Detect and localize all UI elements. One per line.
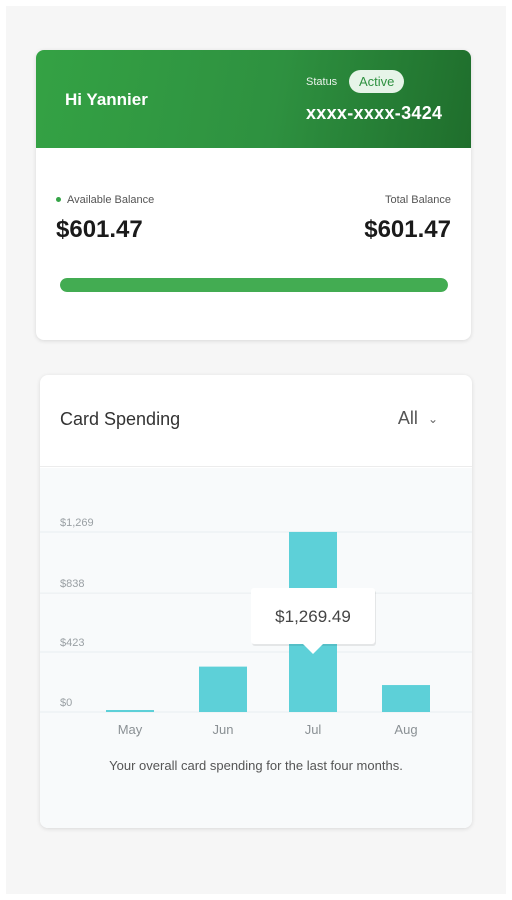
tooltip-value: $1,269.49 [275, 607, 351, 626]
x-tick-label: Jul [305, 722, 322, 737]
spending-title: Card Spending [60, 409, 181, 429]
chart-tooltip: $1,269.49 [251, 588, 376, 654]
spending-bar-chart: $0 $423 $838 $1,269 May Jun Jul Aug $1,269.49 [40, 517, 472, 737]
chevron-down-icon: ⌄ [427, 411, 438, 426]
x-tick-label: May [118, 722, 143, 737]
status-label: Status [306, 76, 338, 88]
chart-bar [106, 710, 154, 712]
balance-progress-fill [60, 278, 448, 292]
available-balance-label: Available Balance [67, 194, 155, 206]
y-tick-label: $423 [60, 637, 84, 649]
card-spending-panel: Card Spending All ⌄ $0 $423 $838 $1,269 May J… [40, 375, 472, 828]
filter-value: All [397, 408, 418, 428]
y-tick-label: $1,269 [60, 517, 94, 529]
balance-progress-bar [60, 278, 448, 292]
available-balance-value: $601.47 [56, 216, 143, 243]
y-tick-label: $838 [60, 578, 84, 590]
total-balance-label: Total Balance [384, 194, 451, 206]
y-tick-label: $0 [60, 697, 72, 709]
greeting: Hi Yannier [65, 90, 148, 109]
tooltip-pointer [303, 644, 323, 654]
spending-header: Card Spending All ⌄ [40, 375, 472, 467]
balance-card: Hi Yannier Status Active xxxx-xxxx-3424 … [36, 50, 471, 340]
total-balance-value: $601.47 [364, 216, 451, 243]
chart-caption: Your overall card spending for the last … [109, 758, 403, 773]
status-badge: Active [349, 70, 405, 93]
period-filter-dropdown[interactable]: All ⌄ [398, 408, 438, 429]
x-tick-label: Jun [213, 722, 234, 737]
tooltip-box [251, 588, 375, 644]
available-dot-icon [56, 197, 61, 202]
app-screen: Hi Yannier Status Active xxxx-xxxx-3424 … [6, 6, 506, 894]
card-header: Hi Yannier Status Active xxxx-xxxx-3424 [36, 50, 471, 148]
chart-bar [382, 685, 430, 712]
card-number: xxxx-xxxx-3424 [306, 103, 443, 123]
chart-bar [199, 666, 247, 712]
spending-chart: $0 $423 $838 $1,269 May Jun Jul Aug $1,269.49 Yo… [40, 468, 472, 828]
x-tick-label: Aug [394, 722, 417, 737]
